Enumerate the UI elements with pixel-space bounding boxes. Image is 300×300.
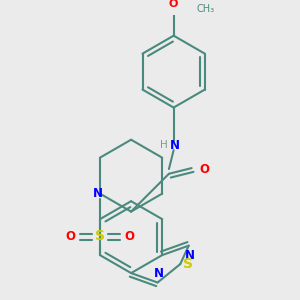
Text: N: N bbox=[154, 267, 164, 280]
Text: N: N bbox=[169, 139, 180, 152]
Text: S: S bbox=[95, 229, 105, 243]
Text: O: O bbox=[66, 230, 76, 243]
Text: CH₃: CH₃ bbox=[197, 4, 215, 14]
Text: O: O bbox=[124, 230, 134, 243]
Text: O: O bbox=[169, 0, 178, 10]
Text: N: N bbox=[93, 187, 103, 200]
Text: S: S bbox=[183, 257, 193, 271]
Text: O: O bbox=[199, 164, 209, 176]
Text: N: N bbox=[184, 249, 195, 262]
Text: H: H bbox=[160, 140, 168, 150]
